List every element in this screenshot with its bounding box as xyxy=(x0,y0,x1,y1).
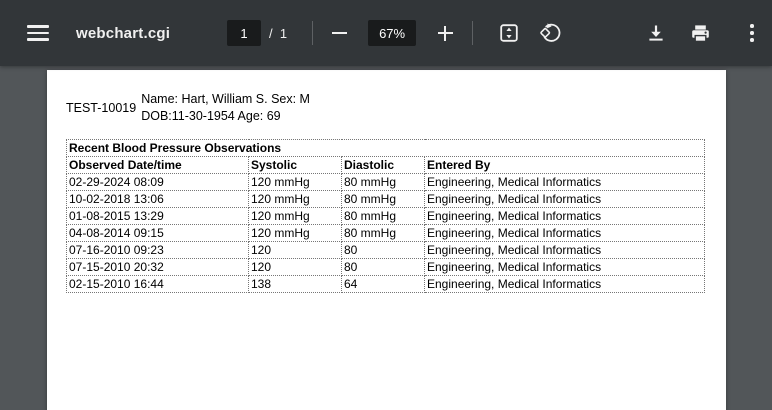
print-button[interactable] xyxy=(686,19,714,47)
cell-entered-by: Engineering, Medical Informatics xyxy=(423,258,706,276)
blood-pressure-table: Recent Blood Pressure Observations Obser… xyxy=(65,139,706,293)
cell-date: 07-15-2010 20:32 xyxy=(66,258,249,276)
cell-diastolic: 80 mmHg xyxy=(341,207,425,225)
document-title: webchart.cgi xyxy=(76,24,171,42)
patient-name-sex: Name: Hart, William S. Sex: M xyxy=(141,92,310,106)
more-vertical-icon xyxy=(750,24,754,42)
pdf-viewer-area: TEST-10019 Name: Hart, William S. Sex: M… xyxy=(0,66,772,410)
cell-diastolic: 80 mmHg xyxy=(341,224,425,242)
more-options-button[interactable] xyxy=(738,19,766,47)
patient-header: TEST-10019 Name: Hart, William S. Sex: M… xyxy=(66,91,310,125)
table-row: 07-16-2010 09:23 120 80 Engineering, Med… xyxy=(66,241,706,259)
menu-button[interactable] xyxy=(24,19,52,47)
patient-details: Name: Hart, William S. Sex: M DOB:11-30-… xyxy=(141,91,310,125)
toolbar-center-section: / 1 67% xyxy=(227,0,565,66)
pdf-toolbar: webchart.cgi / 1 67% xyxy=(0,0,772,66)
cell-entered-by: Engineering, Medical Informatics xyxy=(423,190,706,208)
page-count-label: / 1 xyxy=(269,25,288,41)
hamburger-icon xyxy=(27,25,49,41)
plus-icon xyxy=(437,25,453,41)
cell-entered-by: Engineering, Medical Informatics xyxy=(423,275,706,293)
cell-systolic: 120 mmHg xyxy=(248,173,342,191)
cell-diastolic: 80 xyxy=(341,258,425,276)
patient-dob-age: DOB:11-30-1954 Age: 69 xyxy=(141,109,281,123)
toolbar-left-section: webchart.cgi xyxy=(24,0,170,66)
cell-entered-by: Engineering, Medical Informatics xyxy=(423,241,706,259)
table-header-row: Observed Date/time Systolic Diastolic En… xyxy=(66,156,706,174)
cell-diastolic: 80 xyxy=(341,241,425,259)
zoom-out-button[interactable] xyxy=(325,19,353,47)
cell-diastolic: 64 xyxy=(341,275,425,293)
cell-date: 10-02-2018 13:06 xyxy=(66,190,249,208)
fit-to-page-button[interactable] xyxy=(495,19,523,47)
rotate-counterclockwise-icon xyxy=(540,23,561,42)
toolbar-divider xyxy=(312,21,314,45)
zoom-in-button[interactable] xyxy=(431,19,459,47)
table-row: 04-08-2014 09:15 120 mmHg 80 mmHg Engine… xyxy=(66,224,706,242)
toolbar-right-section xyxy=(642,0,766,66)
download-button[interactable] xyxy=(642,19,670,47)
cell-entered-by: Engineering, Medical Informatics xyxy=(423,173,706,191)
table-row: 10-02-2018 13:06 120 mmHg 80 mmHg Engine… xyxy=(66,190,706,208)
cell-systolic: 138 xyxy=(248,275,342,293)
patient-id: TEST-10019 xyxy=(66,101,137,115)
cell-entered-by: Engineering, Medical Informatics xyxy=(423,224,706,242)
rotate-button[interactable] xyxy=(537,19,565,47)
cell-date: 04-08-2014 09:15 xyxy=(66,224,249,242)
col-header-diastolic: Diastolic xyxy=(341,156,425,174)
cell-systolic: 120 xyxy=(248,241,342,259)
minus-icon xyxy=(331,32,347,34)
cell-date: 07-16-2010 09:23 xyxy=(66,241,249,259)
cell-systolic: 120 mmHg xyxy=(248,207,342,225)
col-header-date: Observed Date/time xyxy=(66,156,249,174)
toolbar-divider xyxy=(472,21,474,45)
cell-entered-by: Engineering, Medical Informatics xyxy=(423,207,706,225)
table-row: 02-29-2024 08:09 120 mmHg 80 mmHg Engine… xyxy=(66,173,706,191)
fit-page-icon xyxy=(500,24,518,42)
cell-systolic: 120 xyxy=(248,258,342,276)
page-number-input[interactable] xyxy=(227,20,261,46)
table-title: Recent Blood Pressure Observations xyxy=(65,139,706,157)
table-row: 02-15-2010 16:44 138 64 Engineering, Med… xyxy=(66,275,706,293)
pdf-page: TEST-10019 Name: Hart, William S. Sex: M… xyxy=(47,70,726,410)
col-header-systolic: Systolic xyxy=(248,156,342,174)
download-icon xyxy=(649,25,663,41)
cell-diastolic: 80 mmHg xyxy=(341,173,425,191)
table-row: 01-08-2015 13:29 120 mmHg 80 mmHg Engine… xyxy=(66,207,706,225)
cell-diastolic: 80 mmHg xyxy=(341,190,425,208)
table-row: 07-15-2010 20:32 120 80 Engineering, Med… xyxy=(66,258,706,276)
printer-icon xyxy=(691,24,709,42)
cell-systolic: 120 mmHg xyxy=(248,190,342,208)
col-header-entered-by: Entered By xyxy=(423,156,706,174)
cell-systolic: 120 mmHg xyxy=(248,224,342,242)
table-title-row: Recent Blood Pressure Observations xyxy=(65,139,706,157)
cell-date: 02-15-2010 16:44 xyxy=(66,275,249,293)
cell-date: 02-29-2024 08:09 xyxy=(66,173,249,191)
zoom-level-field[interactable]: 67% xyxy=(368,20,417,46)
cell-date: 01-08-2015 13:29 xyxy=(66,207,249,225)
